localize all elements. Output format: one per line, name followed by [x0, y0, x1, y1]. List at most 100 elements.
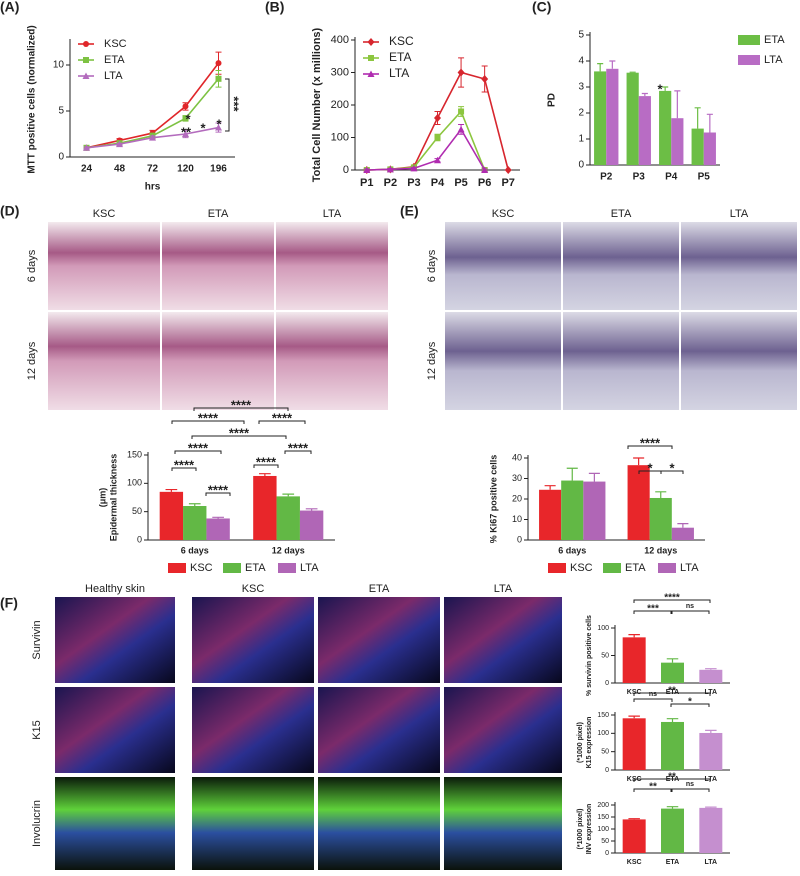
y-axis-label: MTT positive cells (normalized) [27, 25, 38, 173]
significance-label: **** [640, 435, 661, 450]
y-tick-label: 50 [601, 652, 609, 659]
y-axis-label: PD [547, 93, 558, 107]
legend-swatch [738, 55, 760, 65]
significance-bracket [225, 78, 230, 132]
y-tick-label: 0 [343, 164, 349, 176]
significance-label: * [688, 697, 692, 708]
micrograph [563, 312, 679, 410]
panel-label: (F) [0, 595, 18, 611]
image-column-label: ETA [611, 208, 632, 220]
y-axis-label: K15 expression [586, 717, 593, 769]
legend-label: KSC [104, 38, 127, 50]
marker [116, 140, 123, 148]
x-tick-label: P4 [665, 172, 678, 183]
y-axis-label: (μm) [97, 488, 107, 508]
legend-label: KSC [389, 34, 414, 48]
error-bar [259, 473, 271, 476]
error-bar [666, 718, 679, 722]
y-axis-label: (*1000 pixel) [577, 722, 584, 763]
error-bar [705, 806, 717, 808]
significance-label: * [216, 116, 222, 131]
micrograph [444, 777, 562, 870]
x-tick-label: ETA [666, 859, 679, 866]
error-bar [633, 457, 645, 466]
significance-label: ns [649, 691, 657, 698]
marker [182, 115, 189, 122]
image-row-label: 6 days [426, 249, 438, 282]
micrograph [444, 597, 562, 683]
micrograph [563, 222, 679, 310]
error-bar [705, 668, 717, 670]
micrograph [55, 687, 175, 773]
marker [215, 60, 222, 67]
significance-bracket [670, 610, 710, 614]
x-tick-label: P3 [407, 177, 420, 189]
y-axis-label: Epidermal thickness [108, 454, 118, 542]
x-tick-label: P2 [600, 172, 613, 183]
image-column-label: LTA [494, 583, 513, 595]
y-tick-label: 3 [578, 82, 584, 93]
bar [561, 480, 584, 540]
legend-swatch [738, 35, 760, 45]
significance-label: **** [174, 457, 195, 472]
micrograph [192, 597, 314, 683]
error-bar [629, 71, 636, 73]
micrograph [445, 312, 561, 410]
micrograph [445, 222, 561, 310]
y-tick-label: 150 [597, 814, 609, 821]
error-bar [705, 729, 717, 733]
significance-bracket [633, 599, 711, 603]
image-column-label: KSC [492, 208, 515, 220]
panel-label: (D) [0, 203, 19, 219]
error-bar [641, 92, 648, 97]
bar [671, 118, 684, 165]
marker [457, 68, 465, 77]
y-tick-label: 100 [127, 478, 142, 488]
legend-label: ETA [764, 34, 785, 46]
significance-label: * [200, 120, 206, 135]
error-bar [662, 86, 669, 91]
x-tick-label: LTA [705, 859, 718, 866]
x-tick-label: P5 [454, 177, 467, 189]
marker [215, 124, 222, 131]
legend-label: KSC [570, 562, 593, 574]
x-tick-label: P1 [360, 177, 373, 189]
y-tick-label: 0 [605, 850, 609, 857]
panel-label: (B) [265, 0, 284, 15]
image-row-label: Involucrin [31, 800, 43, 847]
x-tick-label: 196 [210, 164, 227, 175]
marker [367, 70, 375, 77]
x-tick-label: 24 [81, 164, 93, 175]
x-tick-label: KSC [627, 859, 642, 866]
error-bar [677, 523, 689, 528]
x-tick-label: P5 [698, 172, 711, 183]
y-tick-label: 150 [597, 712, 609, 719]
significance-label: *** [227, 96, 242, 112]
y-tick-label: 50 [601, 838, 609, 845]
error-bar [566, 467, 578, 481]
marker [83, 41, 89, 47]
error-bar [597, 63, 604, 72]
significance-label: * [657, 81, 663, 96]
y-tick-label: 400 [331, 34, 349, 46]
y-axis-label: % Ki67 positive cells [488, 455, 498, 544]
legend-swatch [223, 563, 241, 573]
significance-label: **** [208, 482, 229, 497]
y-tick-label: 5 [578, 30, 584, 41]
line [366, 127, 486, 171]
bar [661, 662, 684, 683]
y-tick-label: 0 [605, 767, 609, 774]
bar [691, 128, 704, 165]
bar [699, 732, 723, 770]
image-column-label: KSC [242, 583, 265, 595]
y-tick-label: 10 [53, 60, 65, 71]
bar [699, 807, 723, 853]
error-bar [666, 658, 679, 663]
micrograph [48, 222, 160, 310]
bar [622, 819, 646, 853]
legend-swatch [658, 563, 676, 573]
significance-label: **** [664, 593, 680, 604]
micrograph [681, 312, 797, 410]
